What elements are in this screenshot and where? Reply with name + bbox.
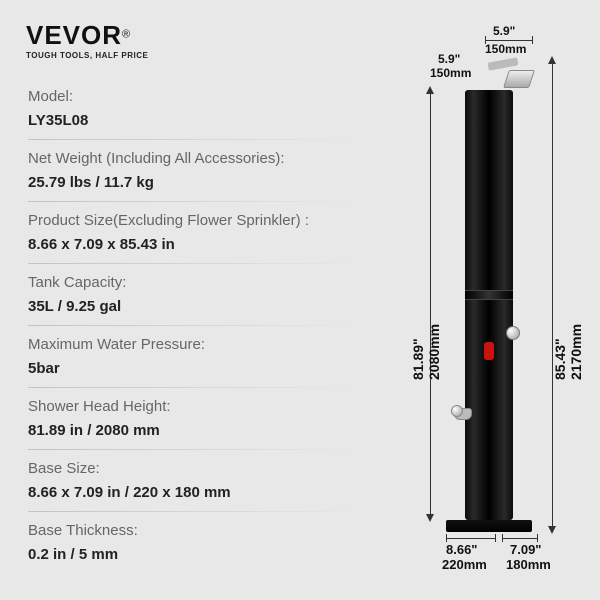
dim-body-height-in: 81.89"	[410, 338, 426, 380]
divider	[28, 201, 358, 202]
dim-body-height-mm: 2080mm	[426, 324, 442, 380]
brand-logo: VEVOR® TOUGH TOOLS, HALF PRICE	[26, 20, 148, 60]
arrow-icon	[426, 86, 434, 94]
arrow-icon	[426, 514, 434, 522]
divider	[28, 511, 358, 512]
divider	[28, 263, 358, 264]
spec-list: Model: LY35L08 Net Weight (Including All…	[28, 88, 358, 573]
dim-base-w-mm: 220mm	[442, 557, 487, 572]
spec-value: LY35L08	[28, 112, 358, 129]
spec-value: 35L / 9.25 gal	[28, 298, 358, 315]
spec-label: Tank Capacity:	[28, 274, 358, 292]
dim-tick	[502, 534, 503, 542]
dim-tick	[537, 534, 538, 542]
dim-head-depth-mm: 150mm	[430, 66, 471, 80]
dim-line	[430, 90, 431, 520]
spec-value: 8.66 x 7.09 x 85.43 in	[28, 236, 358, 253]
spec-label: Base Thickness:	[28, 522, 358, 540]
tower-seam	[465, 290, 513, 300]
divider	[28, 139, 358, 140]
divider	[28, 387, 358, 388]
foot-faucet-icon	[454, 408, 472, 420]
dim-tick	[495, 534, 496, 542]
spec-value: 25.79 lbs / 11.7 kg	[28, 174, 358, 191]
dim-head-width-mm: 150mm	[485, 42, 526, 56]
dim-base-d-mm: 180mm	[506, 557, 551, 572]
logo-tagline: TOUGH TOOLS, HALF PRICE	[26, 51, 148, 60]
spec-value: 81.89 in / 2080 mm	[28, 422, 358, 439]
spec-value: 0.2 in / 5 mm	[28, 546, 358, 563]
dim-tick	[446, 534, 447, 542]
arrow-icon	[548, 56, 556, 64]
dim-line	[502, 538, 538, 539]
arrow-icon	[548, 526, 556, 534]
product-diagram: 5.9" 150mm 5.9" 150mm 81.89" 2080mm 85.4…	[380, 30, 580, 570]
spec-value: 5bar	[28, 360, 358, 377]
dim-head-depth-in: 5.9"	[438, 52, 460, 66]
shower-tower	[465, 90, 513, 520]
divider	[28, 325, 358, 326]
logo-text: VEVOR	[26, 20, 122, 50]
dim-total-height-mm: 2170mm	[568, 324, 584, 380]
spec-label: Shower Head Height:	[28, 398, 358, 416]
red-button-icon	[484, 342, 494, 360]
dim-base-d-in: 7.09"	[510, 542, 541, 557]
spec-value: 8.66 x 7.09 in / 220 x 180 mm	[28, 484, 358, 501]
dim-line	[552, 60, 553, 532]
spec-label: Model:	[28, 88, 358, 106]
spec-label: Net Weight (Including All Accessories):	[28, 150, 358, 168]
dim-base-w-in: 8.66"	[446, 542, 477, 557]
spec-label: Maximum Water Pressure:	[28, 336, 358, 354]
dim-line	[485, 40, 533, 41]
spec-label: Product Size(Excluding Flower Sprinkler)…	[28, 212, 358, 230]
dim-head-width-in: 5.9"	[493, 24, 515, 38]
control-knob	[506, 326, 520, 340]
logo-reg: ®	[122, 29, 130, 41]
spec-label: Base Size:	[28, 460, 358, 478]
dim-line	[446, 538, 496, 539]
dim-total-height-in: 85.43"	[552, 338, 568, 380]
divider	[28, 449, 358, 450]
base-plate	[446, 520, 532, 532]
shower-head-icon	[470, 60, 524, 94]
dim-tick	[532, 36, 533, 44]
